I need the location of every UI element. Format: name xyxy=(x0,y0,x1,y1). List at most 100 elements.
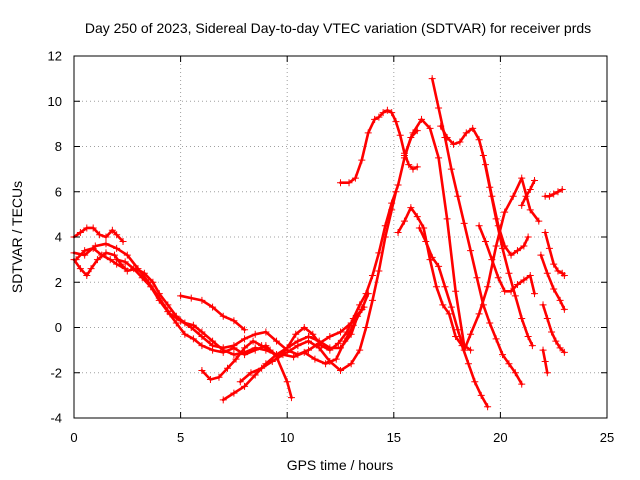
data-point xyxy=(413,163,421,171)
data-point xyxy=(362,324,370,331)
data-point xyxy=(177,317,185,325)
data-point xyxy=(187,324,195,331)
series-track-18 xyxy=(518,176,539,209)
data-point xyxy=(337,328,344,336)
data-point xyxy=(300,324,308,331)
data-point xyxy=(432,283,440,291)
data-point xyxy=(375,249,383,257)
data-point xyxy=(164,308,172,316)
data-point xyxy=(215,373,223,381)
data-point xyxy=(447,303,455,311)
data-point xyxy=(368,296,376,304)
series-track-7 xyxy=(198,127,421,384)
data-point xyxy=(513,247,521,255)
data-point xyxy=(364,129,372,137)
series-track-19 xyxy=(541,185,566,200)
data-point xyxy=(368,271,376,279)
data-point xyxy=(102,233,110,241)
data-point xyxy=(407,204,415,212)
axis-ticks: 0 5 10 15 20 25 -4 -2 0 2 4 6 8 10 12 xyxy=(48,49,615,446)
data-point xyxy=(283,344,291,352)
series-track-17 xyxy=(475,222,539,298)
data-point xyxy=(439,301,447,309)
data-point xyxy=(539,301,547,309)
data-point xyxy=(89,224,97,232)
data-point xyxy=(475,310,483,318)
data-point xyxy=(379,109,387,117)
series-track-22 xyxy=(539,301,568,356)
x-tick-label: 25 xyxy=(600,430,614,445)
data-point xyxy=(305,346,313,354)
data-point xyxy=(400,217,408,225)
data-point xyxy=(258,364,266,372)
series-line xyxy=(115,258,293,399)
data-point xyxy=(236,378,244,386)
data-point xyxy=(326,333,334,341)
data-point xyxy=(241,351,249,359)
series-track-5 xyxy=(113,256,295,402)
data-point xyxy=(531,290,539,298)
data-point xyxy=(83,271,91,279)
data-point xyxy=(388,199,396,207)
data-point xyxy=(232,355,240,363)
data-point xyxy=(535,217,543,225)
y-tick-label: 2 xyxy=(55,275,62,290)
data-point xyxy=(484,283,492,291)
data-point xyxy=(189,335,197,343)
data-point xyxy=(526,206,534,214)
data-point xyxy=(524,333,532,341)
x-axis-label: GPS time / hours xyxy=(287,457,394,473)
data-point xyxy=(475,136,483,144)
series-track-13 xyxy=(415,174,543,354)
data-point xyxy=(520,242,528,250)
series-track-14 xyxy=(428,75,526,388)
series-track-16 xyxy=(479,152,536,350)
data-point xyxy=(435,262,443,270)
data-point xyxy=(392,118,400,126)
data-point xyxy=(545,244,553,252)
data-point xyxy=(511,369,519,377)
data-point xyxy=(477,391,485,399)
data-point xyxy=(251,371,259,379)
data-point xyxy=(315,337,323,345)
data-point xyxy=(113,231,121,239)
data-point xyxy=(447,165,455,173)
data-point xyxy=(172,319,180,327)
data-point xyxy=(119,238,127,246)
data-point xyxy=(507,251,515,259)
data-point xyxy=(467,330,475,338)
data-point xyxy=(462,129,470,137)
data-point xyxy=(560,348,568,356)
data-point xyxy=(511,292,519,300)
data-point xyxy=(294,337,302,345)
data-point xyxy=(96,231,104,239)
data-point xyxy=(326,344,334,352)
data-point xyxy=(454,326,462,334)
data-point xyxy=(358,156,366,164)
data-point xyxy=(155,296,163,304)
data-point xyxy=(494,274,502,282)
data-point xyxy=(266,346,274,354)
series-track-21 xyxy=(537,251,568,313)
data-point xyxy=(409,129,417,137)
data-point xyxy=(241,326,249,334)
y-axis-label: SDTVAR / TECUs xyxy=(9,181,25,293)
data-point xyxy=(187,294,195,302)
data-point xyxy=(460,346,468,354)
data-point xyxy=(418,115,426,123)
data-point xyxy=(290,353,298,361)
data-point xyxy=(449,140,457,148)
data-point xyxy=(473,274,481,282)
data-point xyxy=(484,403,492,411)
data-point xyxy=(219,396,227,404)
data-point xyxy=(415,224,423,232)
data-point xyxy=(471,378,479,386)
data-point xyxy=(550,285,558,293)
data-point xyxy=(247,369,255,377)
data-point xyxy=(341,337,349,345)
data-point xyxy=(556,296,564,304)
data-point xyxy=(230,344,238,352)
data-point xyxy=(481,238,489,246)
data-point xyxy=(499,244,507,252)
data-point xyxy=(241,382,249,390)
